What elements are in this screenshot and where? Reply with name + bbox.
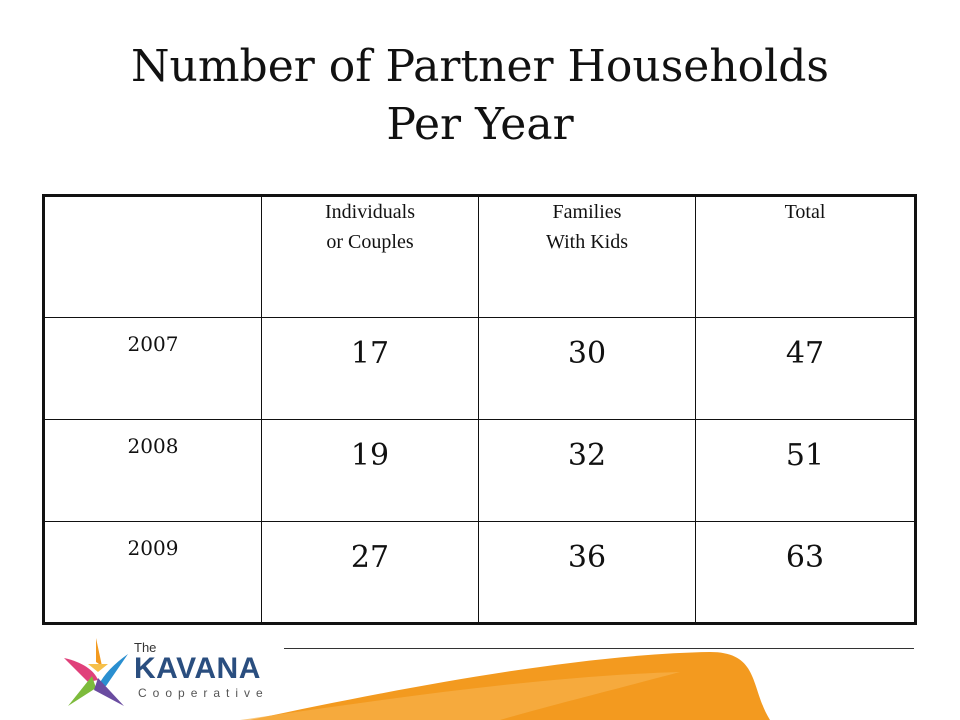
families-cell: 30 [478, 317, 696, 420]
logo-name-text: KAVANA [134, 652, 261, 685]
year-cell: 2007 [42, 317, 262, 420]
individuals-cell: 17 [261, 317, 479, 420]
header-total: Total [695, 194, 917, 318]
logo-the-text: The [134, 640, 157, 655]
orange-swoosh-graphic [240, 652, 770, 720]
individuals-cell: 27 [261, 521, 479, 625]
header-label: Individuals or Couples [325, 201, 415, 253]
header-individuals: Individuals or Couples [261, 194, 479, 318]
individuals-cell: 19 [261, 419, 479, 522]
header-cell-empty [42, 194, 262, 318]
title-line-1: Number of Partner Households [131, 41, 829, 92]
kavana-logo: The KAVANA Cooperative [58, 636, 278, 708]
table-row: 2009 27 36 63 [42, 521, 917, 625]
total-cell: 47 [695, 317, 917, 420]
page-title: Number of Partner Households Per Year [0, 38, 960, 154]
title-line-2: Per Year [386, 99, 574, 150]
header-families: Families With Kids [478, 194, 696, 318]
year-cell: 2009 [42, 521, 262, 625]
logo-sub-text: Cooperative [138, 686, 269, 700]
families-cell: 32 [478, 419, 696, 522]
header-label: Total [784, 201, 826, 223]
table-header-row: Individuals or Couples Families With Kids … [42, 194, 917, 318]
families-cell: 36 [478, 521, 696, 625]
table-row: 2007 17 30 47 [42, 317, 917, 420]
table-row: 2008 19 32 51 [42, 419, 917, 522]
year-cell: 2008 [42, 419, 262, 522]
header-label: Families With Kids [546, 201, 628, 253]
households-table: Individuals or Couples Families With Kids … [42, 194, 917, 625]
footer-divider [284, 648, 914, 649]
kavana-star-icon [64, 638, 128, 706]
total-cell: 51 [695, 419, 917, 522]
total-cell: 63 [695, 521, 917, 625]
